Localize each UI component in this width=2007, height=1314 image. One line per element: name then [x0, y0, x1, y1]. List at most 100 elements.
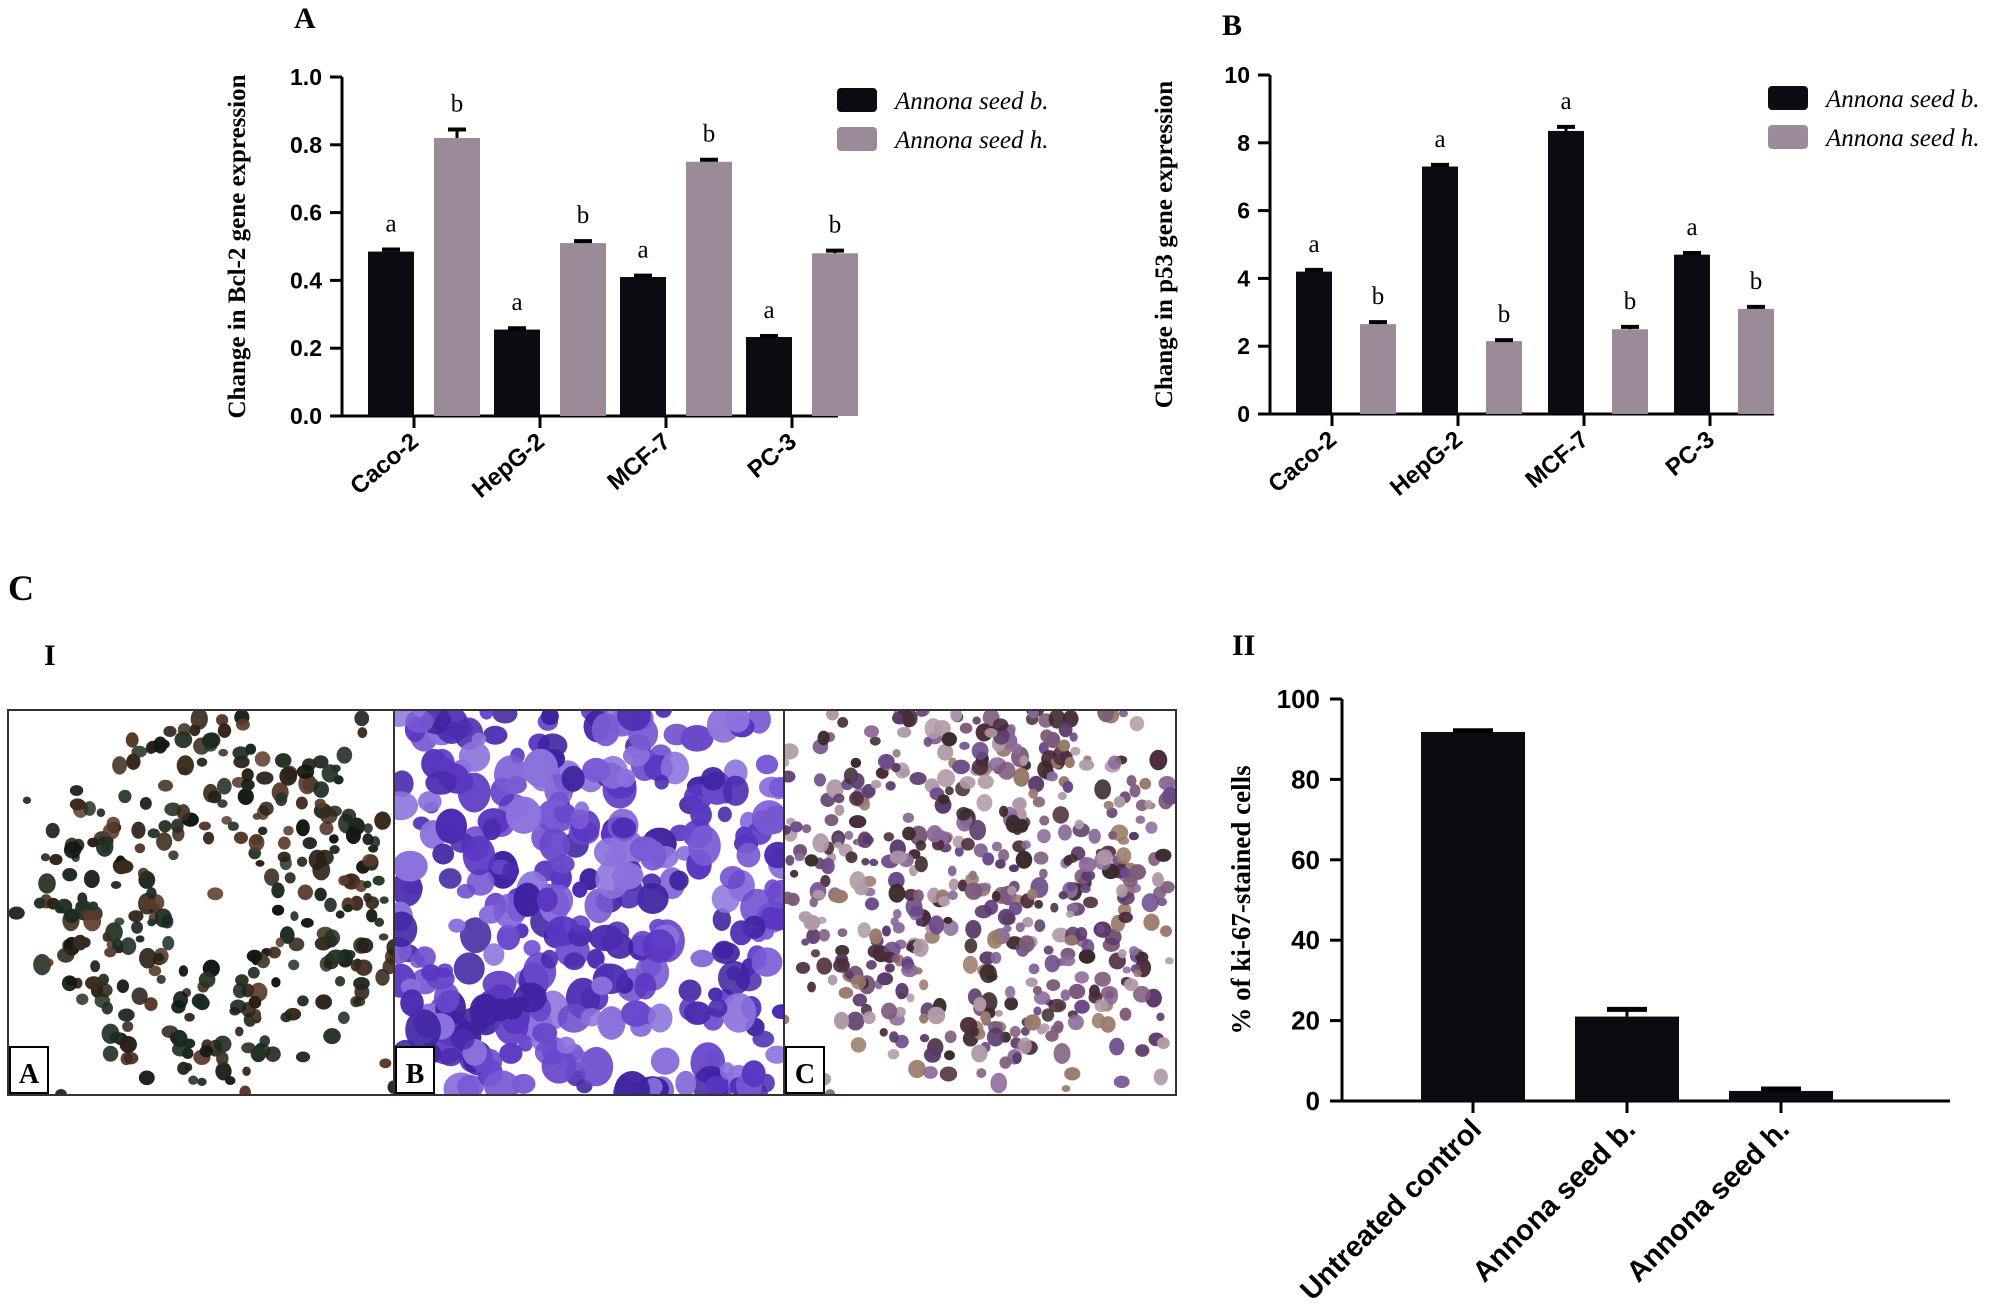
cell-blob: [324, 897, 337, 913]
significance-label: b: [703, 121, 716, 148]
cell-blob: [826, 779, 844, 799]
cell-blob: [163, 725, 177, 738]
cell-blob: [648, 1003, 673, 1033]
micrograph-strip: A B C: [7, 709, 1177, 1096]
cell-blob: [1066, 910, 1075, 918]
cell-blob: [877, 972, 894, 986]
cell-blob: [1018, 1037, 1032, 1055]
cell-blob: [296, 819, 310, 837]
cell-blob: [824, 1089, 836, 1095]
cell-blob: [162, 936, 175, 951]
x-category-label: PC-3: [1661, 426, 1720, 482]
cell-blob: [939, 1066, 958, 1082]
bar-seed-h: [1612, 329, 1648, 414]
cell-blob: [275, 792, 288, 807]
cell-blob: [147, 828, 160, 839]
cell-blob: [553, 803, 576, 824]
cell-blob: [947, 890, 958, 901]
cell-blob: [178, 965, 189, 977]
cell-blob: [570, 915, 591, 934]
cell-blob: [717, 960, 751, 996]
cell-blob: [90, 960, 101, 973]
micrograph-label-a-box: A: [9, 1046, 49, 1094]
cell-blob: [898, 710, 912, 716]
cell-blob: [505, 796, 542, 834]
cell-blob: [582, 757, 611, 783]
cell-blob: [319, 807, 338, 824]
cell-blob: [64, 908, 80, 923]
cell-blob: [345, 826, 361, 845]
significance-label: b: [1750, 268, 1763, 295]
cell-blob: [232, 983, 247, 999]
cell-blob: [1058, 721, 1073, 738]
cell-blob: [277, 851, 291, 863]
cell-blob: [1034, 919, 1046, 933]
y-tick-label: 0.6: [290, 200, 322, 226]
cell-blob: [536, 887, 558, 912]
cell-blob: [850, 757, 862, 769]
cell-blob: [897, 726, 912, 738]
cell-blob: [915, 710, 928, 718]
cell-blob: [235, 1026, 244, 1037]
cell-blob: [844, 970, 854, 979]
cell-blob: [849, 871, 866, 891]
cell-blob: [379, 1058, 392, 1069]
x-category-label: Caco-2: [1263, 426, 1342, 498]
significance-label: b: [1372, 283, 1385, 310]
cell-blob: [173, 991, 189, 1009]
cell-blob: [324, 929, 341, 947]
cell-blob: [833, 833, 844, 845]
cell-blob: [1149, 749, 1168, 771]
cell-blob: [654, 774, 669, 790]
cell-blob: [363, 823, 373, 834]
cell-blob: [69, 785, 84, 796]
cell-blob: [355, 959, 373, 976]
cell-blob: [374, 917, 385, 927]
cell-blob: [973, 996, 987, 1012]
cell-blob: [870, 779, 882, 789]
cell-blob: [804, 854, 819, 867]
cell-blob: [901, 956, 914, 970]
cell-blob: [239, 1085, 251, 1095]
cell-blob: [33, 953, 52, 976]
cell-blob: [852, 993, 868, 1007]
cell-blob: [483, 1070, 520, 1095]
cell-blob: [216, 777, 232, 795]
cell-blob: [926, 825, 943, 843]
cell-blob: [1007, 724, 1016, 734]
cell-blob: [979, 964, 997, 984]
cell-blob: [919, 979, 929, 991]
cell-blob: [300, 917, 314, 928]
cell-blob: [809, 897, 818, 908]
cell-blob: [909, 772, 927, 785]
cell-blob: [158, 820, 172, 833]
micrograph-label-b-box: B: [395, 1046, 435, 1094]
cell-blob: [813, 773, 826, 787]
cell-blob: [74, 844, 83, 853]
y-axis-label: Change in Bcl-2 gene expression: [224, 74, 251, 418]
cell-blob: [518, 1035, 533, 1052]
cell-blob: [1078, 759, 1095, 771]
cell-blob: [789, 869, 799, 878]
y-tick-label: 2: [1237, 333, 1250, 359]
cell-blob: [816, 957, 833, 975]
cell-blob: [296, 764, 315, 779]
cell-blob: [888, 883, 906, 903]
cell-blob: [1003, 924, 1012, 933]
cell-blob: [233, 831, 249, 844]
cell-blob: [207, 790, 222, 804]
bar-seed-b: [1296, 271, 1332, 414]
cell-blob: [297, 995, 309, 1007]
cell-blob: [268, 946, 281, 959]
micrograph-label-a: A: [19, 1059, 40, 1090]
cell-blob: [986, 1027, 1005, 1047]
cell-blob: [221, 815, 232, 825]
cell-blob: [76, 993, 89, 1005]
cell-blob: [912, 889, 924, 903]
cell-blob: [177, 723, 191, 737]
cell-blob: [363, 880, 372, 889]
cell-blob: [1109, 1037, 1125, 1056]
cell-blob: [1094, 779, 1112, 800]
cell-blob: [944, 1030, 957, 1044]
